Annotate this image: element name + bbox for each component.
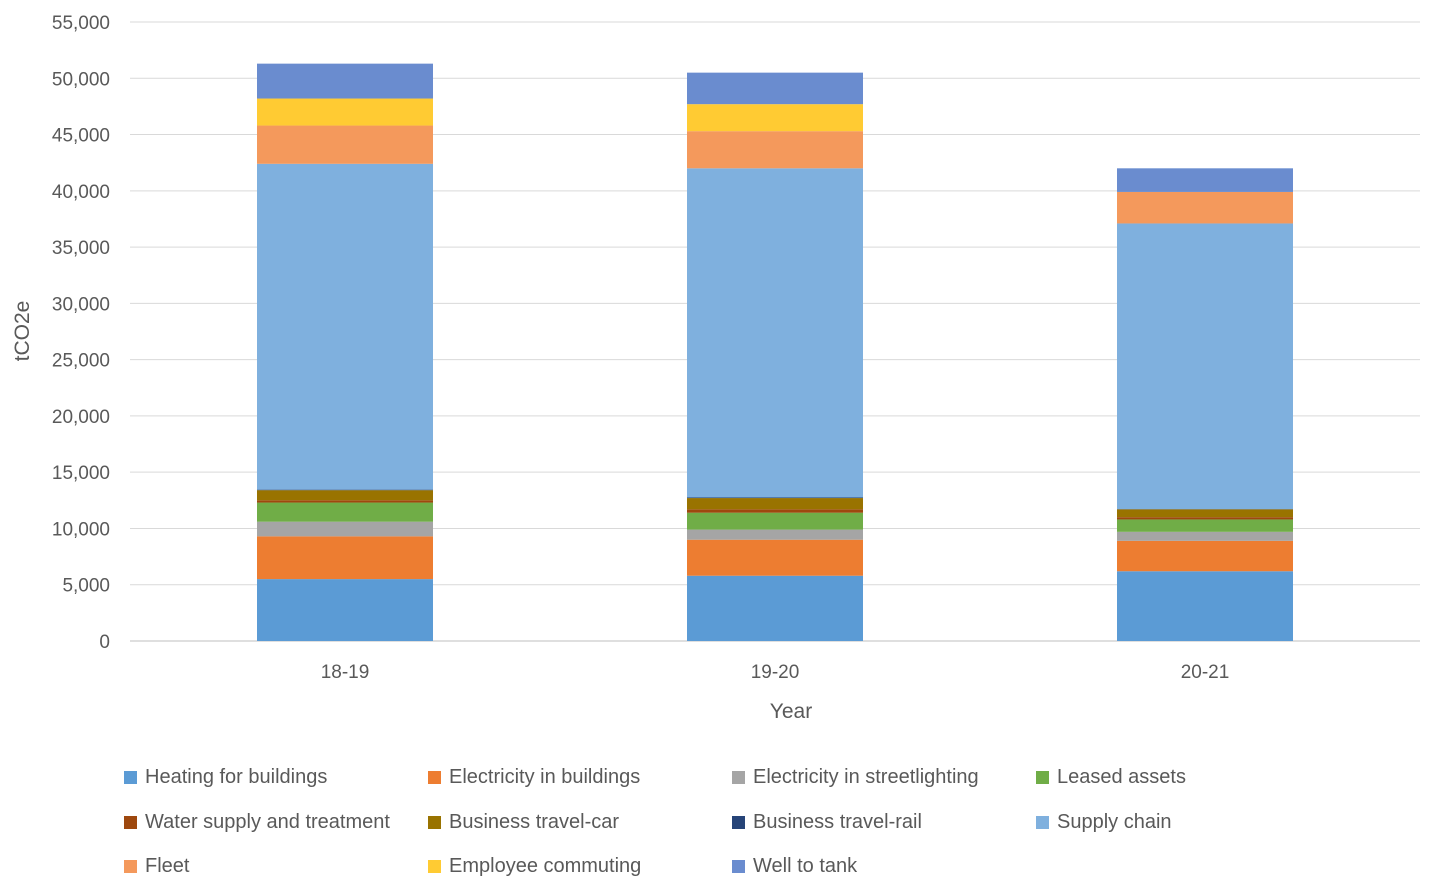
bar-segment [1117, 509, 1293, 518]
legend-label: Employee commuting [449, 855, 642, 877]
legend-label: Heating for buildings [145, 766, 328, 788]
bar-segment [257, 98, 433, 126]
y-tick-label: 50,000 [52, 69, 110, 90]
bar-segment [1117, 168, 1293, 192]
x-tick-label: 18-19 [321, 662, 370, 683]
bar-segment [257, 163, 433, 490]
y-tick-label: 5,000 [62, 576, 110, 597]
legend-label: Water supply and treatment [145, 811, 390, 833]
bar-segment [1117, 531, 1293, 541]
legend-swatch [732, 771, 745, 784]
bar-segment [257, 125, 433, 164]
legend-item: Business travel-rail [732, 811, 922, 834]
legend-label: Business travel-car [449, 811, 620, 833]
legend-swatch [1036, 771, 1049, 784]
bar-segment [687, 529, 863, 540]
bar-segment [257, 521, 433, 537]
legend-item: Business travel-car [428, 811, 619, 834]
legend-label: Electricity in streetlighting [753, 766, 979, 788]
bar-segment [257, 500, 433, 503]
legend-label: Electricity in buildings [449, 766, 641, 788]
y-tick-label: 45,000 [52, 126, 110, 147]
bar-segment [257, 536, 433, 580]
legend-swatch [428, 771, 441, 784]
legend-item: Leased assets [1036, 766, 1186, 789]
legend-item: Water supply and treatment [124, 811, 390, 834]
y-tick-label: 25,000 [52, 351, 110, 372]
legend-swatch [1036, 816, 1049, 829]
legend-swatch [732, 860, 745, 873]
y-tick-label: 10,000 [52, 519, 110, 540]
bar-segment [1117, 223, 1293, 510]
legend-item: Electricity in buildings [428, 766, 640, 789]
legend-swatch [428, 816, 441, 829]
legend-swatch [124, 816, 137, 829]
legend-swatch [124, 771, 137, 784]
legend-label: Business travel-rail [753, 811, 922, 833]
bar-segment [687, 498, 863, 510]
bar-segment [257, 502, 433, 522]
bar-segment [1117, 517, 1293, 520]
y-axis-title: tCO2e [11, 301, 34, 362]
bar-segment [1117, 540, 1293, 572]
legend-item: Heating for buildings [124, 766, 327, 789]
bars [257, 63, 1293, 641]
bar-segment [687, 72, 863, 105]
bar-segment [1117, 191, 1293, 224]
bar-segment [257, 489, 433, 491]
legend-swatch [124, 860, 137, 873]
y-tick-label: 20,000 [52, 407, 110, 428]
bar-segment [257, 63, 433, 99]
y-tick-label: 30,000 [52, 294, 110, 315]
legend-item: Fleet [124, 855, 189, 878]
bar-segment [687, 131, 863, 169]
legend-label: Leased assets [1057, 766, 1186, 788]
bar-segment [687, 539, 863, 576]
y-tick-label: 35,000 [52, 238, 110, 259]
bar-segment [257, 490, 433, 501]
bar-segment [687, 575, 863, 641]
bar-segment [687, 509, 863, 513]
y-tick-label: 0 [99, 632, 110, 653]
legend-label: Fleet [145, 855, 190, 877]
legend-label: Well to tank [753, 855, 858, 877]
bar-segment [687, 512, 863, 530]
legend-item: Employee commuting [428, 855, 641, 878]
legend-item: Electricity in streetlighting [732, 766, 979, 789]
bar-segment [1117, 519, 1293, 532]
x-tick-label: 19-20 [751, 662, 800, 683]
legend-item: Supply chain [1036, 811, 1172, 834]
bar-segment [687, 104, 863, 132]
legend-swatch [428, 860, 441, 873]
legend-label: Supply chain [1057, 811, 1172, 833]
bar-segment [1117, 571, 1293, 641]
y-tick-label: 15,000 [52, 463, 110, 484]
bar-segment [687, 168, 863, 498]
bar-segment [687, 497, 863, 499]
y-tick-labels: 0 5,000 10,000 15,000 20,000 25,000 30,000 35,0… [52, 13, 110, 653]
y-tick-label: 40,000 [52, 182, 110, 203]
x-tick-labels: 18-19 19-20 20-21 [321, 662, 1230, 683]
x-axis-title: Year [770, 700, 812, 723]
x-tick-label: 20-21 [1181, 662, 1230, 683]
bar-segment [257, 579, 433, 641]
y-tick-label: 55,000 [52, 13, 110, 34]
legend-item: Well to tank [732, 855, 857, 878]
legend-swatch [732, 816, 745, 829]
